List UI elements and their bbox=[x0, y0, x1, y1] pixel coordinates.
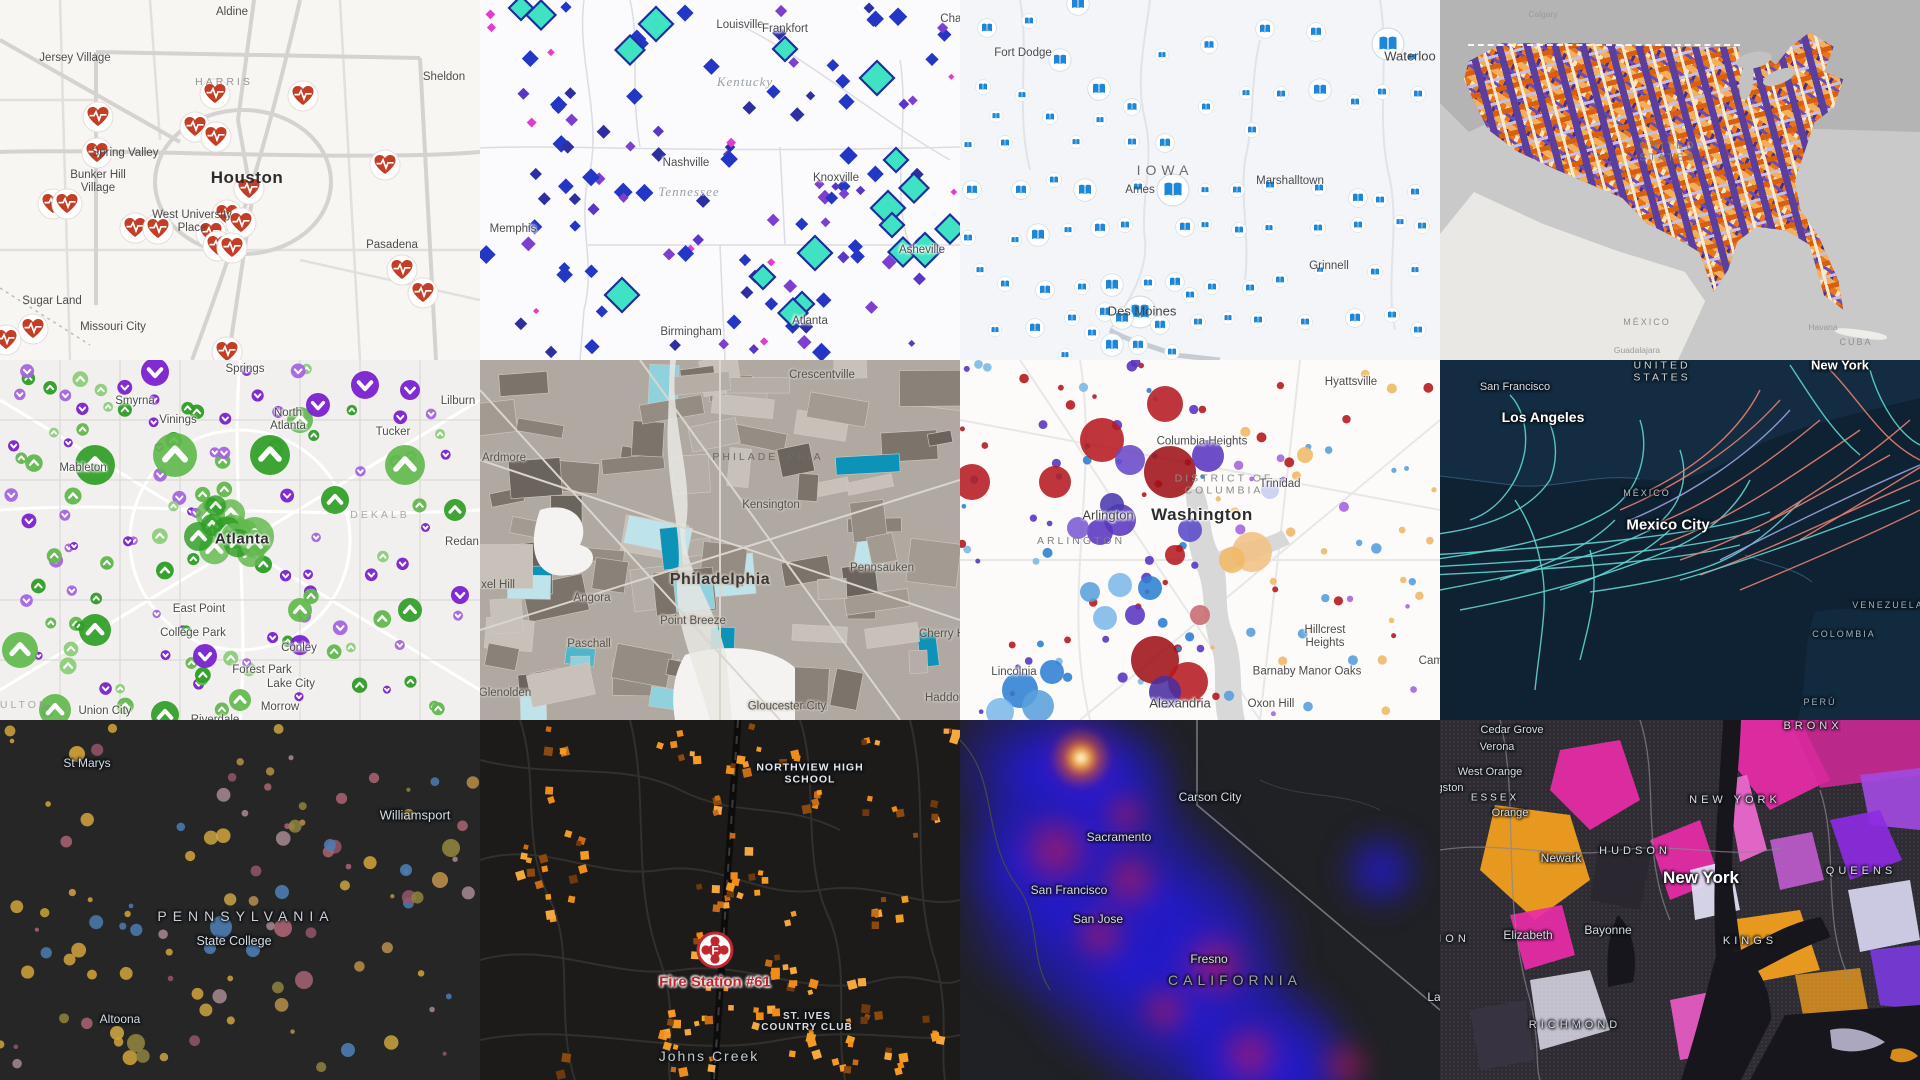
tract-polygons-layer bbox=[480, 360, 960, 720]
map-tile-california-heatmap[interactable]: Carson City Sacramento San Francisco San… bbox=[960, 720, 1440, 1080]
us-canada-border-dashed bbox=[1468, 44, 1740, 46]
svg-text:F: F bbox=[711, 944, 718, 958]
map-tile-hurricane-tracks[interactable]: UNITED STATES New York San Francisco Los… bbox=[1440, 360, 1920, 720]
cuba-island bbox=[1834, 326, 1888, 342]
map-tile-kentucky-tennessee-diamonds[interactable]: Louisville Frankfort Kentucky Tennessee … bbox=[480, 0, 960, 360]
state-border-layer bbox=[960, 720, 1440, 1080]
diamond-markers-layer bbox=[480, 0, 960, 360]
map-tile-johns-creek-fire-incidents[interactable]: F NORTHVIEW HIGH SCHOOL Fire Station #61… bbox=[480, 720, 960, 1080]
map-tile-washington-dc-bubbles[interactable]: Hyattsville Columbia Heights DISTRICT OF… bbox=[960, 360, 1440, 720]
book-markers-layer bbox=[960, 0, 1440, 360]
chevron-markers-layer bbox=[0, 360, 480, 720]
incident-squares-layer: F bbox=[480, 720, 960, 1080]
dot-markers-layer bbox=[0, 720, 480, 1080]
houston-markers-layer bbox=[0, 0, 480, 360]
heat-blob-layer bbox=[960, 720, 1440, 1080]
map-tile-iowa-libraries[interactable]: Fort Dodge Waterloo IOWA Ames Marshallto… bbox=[960, 0, 1440, 360]
map-tile-pennsylvania-dot-clusters[interactable]: St Marys Williamsport PENNSYLVANIA State… bbox=[0, 720, 480, 1080]
map-tile-philadelphia-tracts[interactable]: Crescentville PHILADELPHIA Ardmore Kensi… bbox=[480, 360, 960, 720]
map-tile-atlanta-up-down-trends[interactable]: Springs Smyrna Vinings North Atlanta Tuc… bbox=[0, 360, 480, 720]
heat-hotspot-layer bbox=[960, 720, 1440, 1080]
map-tile-us-county-choropleth[interactable]: Calgary UNITED STATES MÉXICO Guadalajara… bbox=[1440, 0, 1920, 360]
map-tile-new-york-dot-density[interactable]: Cedar Grove Verona West Orange gston ESS… bbox=[1440, 720, 1920, 1080]
bubble-markers-layer bbox=[960, 360, 1440, 720]
track-lines-layer bbox=[1440, 360, 1920, 720]
city-label: Havana bbox=[1808, 322, 1838, 332]
map-tile-houston-health-facilities[interactable]: Aldine Jersey Village HARRIS Spring Vall… bbox=[0, 0, 480, 360]
density-patches-layer bbox=[1440, 720, 1920, 1080]
